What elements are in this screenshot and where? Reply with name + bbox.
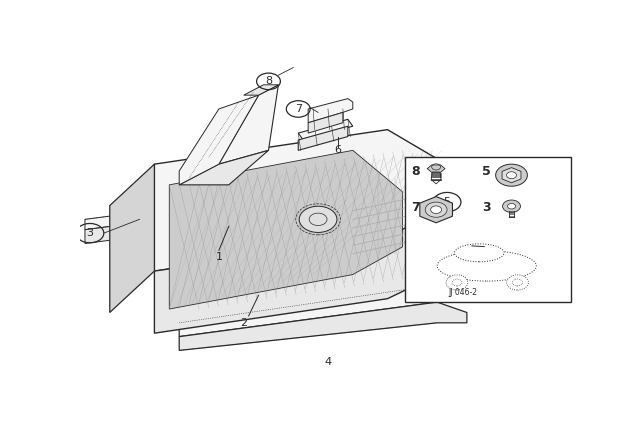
Circle shape xyxy=(300,206,337,233)
Text: 6: 6 xyxy=(335,145,341,155)
Polygon shape xyxy=(179,285,467,336)
Polygon shape xyxy=(179,151,269,185)
Polygon shape xyxy=(420,197,452,223)
Polygon shape xyxy=(179,302,467,350)
Polygon shape xyxy=(154,129,452,271)
Bar xyxy=(405,157,571,302)
Polygon shape xyxy=(219,85,278,164)
Circle shape xyxy=(431,206,442,214)
Circle shape xyxy=(425,202,447,217)
Circle shape xyxy=(508,203,515,209)
Text: 8: 8 xyxy=(412,164,420,177)
Text: 3: 3 xyxy=(86,228,93,238)
Text: 3: 3 xyxy=(483,201,491,214)
Polygon shape xyxy=(154,206,452,333)
Circle shape xyxy=(507,275,529,290)
Text: 8: 8 xyxy=(265,76,272,86)
Text: 7: 7 xyxy=(412,201,420,214)
Text: 7: 7 xyxy=(294,104,302,114)
Polygon shape xyxy=(298,126,348,151)
Polygon shape xyxy=(169,151,403,309)
Ellipse shape xyxy=(454,244,504,262)
Text: JJ 046-2: JJ 046-2 xyxy=(449,288,477,297)
Text: 5: 5 xyxy=(483,164,491,177)
Polygon shape xyxy=(502,168,521,183)
Circle shape xyxy=(495,164,527,186)
Circle shape xyxy=(507,172,516,179)
Polygon shape xyxy=(110,164,154,313)
Circle shape xyxy=(502,200,520,212)
Text: 5: 5 xyxy=(444,197,451,207)
Polygon shape xyxy=(85,192,378,244)
Polygon shape xyxy=(308,112,343,133)
Polygon shape xyxy=(244,85,278,95)
Polygon shape xyxy=(179,95,259,185)
Polygon shape xyxy=(298,119,353,140)
Polygon shape xyxy=(85,181,378,230)
Polygon shape xyxy=(428,165,445,172)
Text: 1: 1 xyxy=(216,252,222,262)
Circle shape xyxy=(446,275,468,290)
Ellipse shape xyxy=(437,251,536,281)
Text: 4: 4 xyxy=(324,358,332,367)
Text: 2: 2 xyxy=(240,318,247,328)
Polygon shape xyxy=(308,99,353,123)
